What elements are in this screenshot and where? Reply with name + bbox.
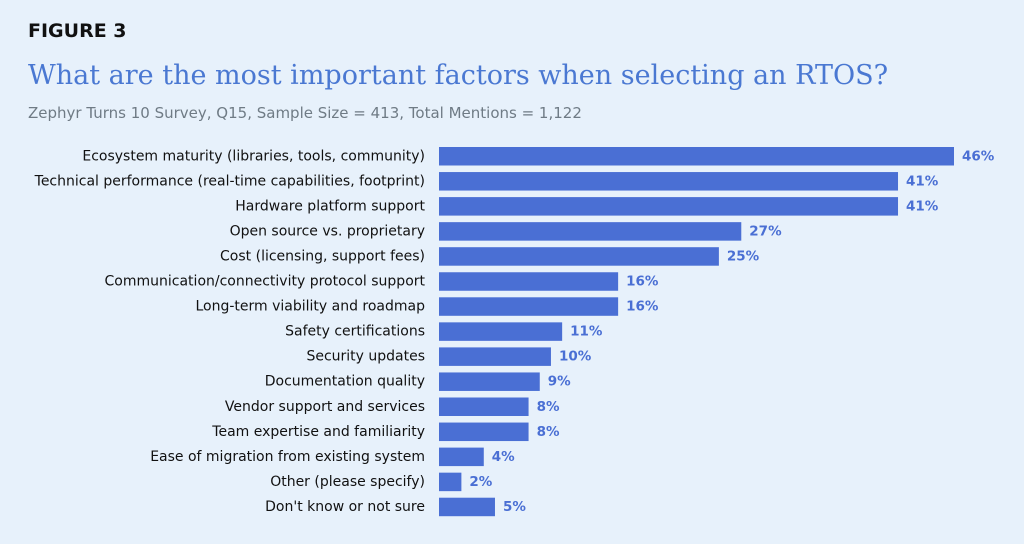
category-label: Hardware platform support [235, 198, 425, 214]
bar [439, 197, 899, 216]
category-label: Team expertise and familiarity [211, 424, 425, 440]
bar-row: Don't know or not sure 5% [265, 497, 526, 517]
category-label: Long-term viability and roadmap [195, 299, 425, 315]
bar [439, 372, 540, 391]
value-label: 10% [559, 349, 592, 365]
category-label: Vendor support and services [225, 399, 425, 415]
category-label: Security updates [306, 349, 425, 365]
value-label: 41% [906, 198, 939, 214]
bar-row: Open source vs. proprietary 27% [230, 222, 782, 241]
bar-row: Other (please specify) 2% [270, 472, 493, 492]
category-label: Technical performance (real-time capabil… [34, 173, 425, 189]
value-label: 8% [537, 424, 560, 440]
category-label: Open source vs. proprietary [230, 223, 425, 239]
bar [439, 397, 529, 416]
bar-row: Security updates 10% [306, 347, 592, 366]
value-label: 16% [626, 274, 659, 290]
bar [439, 447, 484, 467]
bar-row: Cost (licensing, support fees) 25% [220, 247, 760, 266]
bar [439, 297, 619, 316]
value-label: 8% [537, 399, 560, 415]
bar [439, 422, 529, 442]
bar [439, 497, 495, 517]
value-label: 4% [492, 449, 515, 465]
bar-row: Communication/connectivity protocol supp… [105, 272, 659, 291]
bar-row: Vendor support and services 8% [225, 397, 560, 416]
bar [439, 472, 462, 492]
value-label: 25% [727, 248, 760, 264]
bar-row: Long-term viability and roadmap 16% [195, 297, 659, 316]
value-label: 11% [570, 324, 603, 340]
bar-row: Team expertise and familiarity 8% [211, 422, 560, 442]
category-label: Ease of migration from existing system [150, 449, 425, 465]
category-label: Ecosystem maturity (libraries, tools, co… [82, 148, 425, 164]
bar-row: Documentation quality 9% [265, 372, 571, 391]
category-label: Safety certifications [285, 324, 425, 340]
bar-row: Technical performance (real-time capabil… [34, 172, 939, 191]
value-label: 9% [548, 374, 571, 390]
value-label: 27% [749, 223, 782, 239]
bar [439, 322, 563, 341]
category-label: Other (please specify) [270, 474, 425, 490]
bar-row: Ecosystem maturity (libraries, tools, co… [82, 147, 995, 166]
value-label: 46% [962, 148, 995, 164]
bar [439, 247, 719, 266]
bar-row: Hardware platform support 41% [235, 197, 939, 216]
value-label: 5% [503, 499, 526, 515]
chart-subtitle: Zephyr Turns 10 Survey, Q15, Sample Size… [28, 104, 582, 122]
chart-title: What are the most important factors when… [28, 60, 889, 91]
bar [439, 222, 742, 241]
bar-row: Safety certifications 11% [285, 322, 603, 341]
bar [439, 147, 954, 166]
value-label: 16% [626, 299, 659, 315]
bar [439, 172, 899, 191]
figure-label: FIGURE 3 [28, 20, 127, 42]
bar [439, 272, 619, 291]
category-label: Cost (licensing, support fees) [220, 248, 425, 264]
bar [439, 347, 551, 366]
category-label: Communication/connectivity protocol supp… [105, 274, 426, 290]
value-label: 41% [906, 173, 939, 189]
value-label: 2% [469, 474, 492, 490]
category-label: Documentation quality [265, 374, 425, 390]
bar-row: Ease of migration from existing system 4% [150, 447, 515, 467]
category-label: Don't know or not sure [265, 499, 425, 515]
